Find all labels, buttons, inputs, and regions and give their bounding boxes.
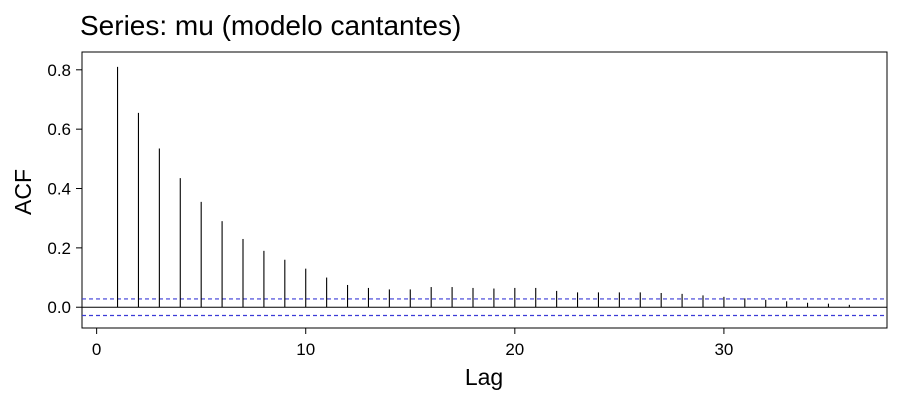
y-tick-label: 0.2 [47, 239, 71, 258]
plot-frame [81, 51, 888, 329]
y-axis: 0.0 0.2 0.4 0.6 0.8 [47, 61, 82, 317]
y-axis-label: ACF [10, 169, 36, 215]
x-tick-label: 30 [714, 340, 733, 359]
x-tick-label: 10 [296, 340, 315, 359]
x-axis: 0 10 20 30 [92, 328, 733, 359]
y-tick-label: 0.0 [47, 298, 71, 317]
y-tick-label: 0.6 [47, 120, 71, 139]
chart-title: Series: mu (modelo cantantes) [80, 10, 461, 41]
x-tick-label: 20 [505, 340, 524, 359]
x-axis-label: Lag [465, 364, 503, 390]
y-tick-label: 0.8 [47, 61, 71, 80]
x-tick-label: 0 [92, 340, 101, 359]
y-tick-label: 0.4 [47, 180, 71, 199]
acf-bars [116, 66, 850, 308]
